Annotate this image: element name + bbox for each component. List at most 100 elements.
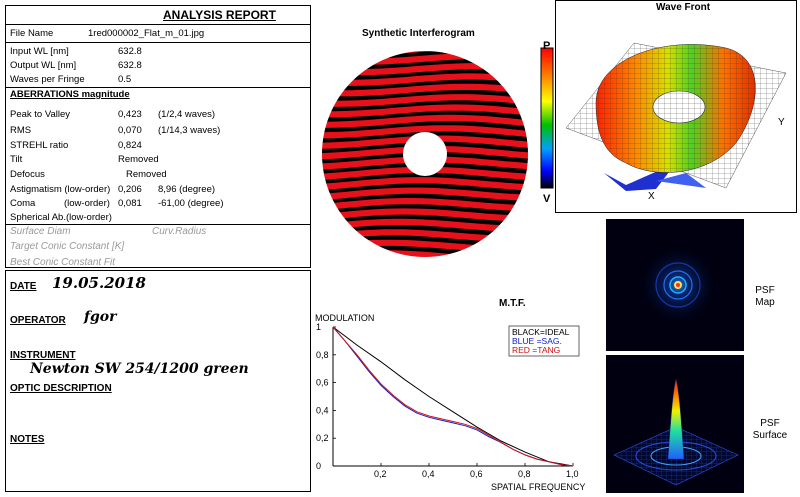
fringe-band <box>314 198 544 212</box>
fringe-band <box>314 229 545 243</box>
rms-label: RMS <box>10 125 32 136</box>
mtf-series-ideal <box>332 326 574 467</box>
fringe-band <box>314 208 545 222</box>
instrument-value: Newton SW 254/1200 green <box>30 361 249 377</box>
color-scale-bar <box>540 47 554 189</box>
mtf-x-tick-label: 1,0 <box>566 469 579 479</box>
best-conic-label: Best Conic Constant Fit <box>10 257 116 268</box>
psf-map-line1: PSF <box>755 285 775 296</box>
mtf-x-tick-label: 0,2 <box>374 469 387 479</box>
mtf-legend-entry: RED =TANG <box>512 345 560 355</box>
mtf-x-tick-label: 0,4 <box>422 469 435 479</box>
rms-value: 0,070 <box>118 125 142 136</box>
output-wl-label: Output WL [nm] <box>10 60 77 71</box>
fringe-band <box>314 114 545 128</box>
mtf-legend-box <box>508 325 580 357</box>
defocus-label: Defocus <box>10 169 45 180</box>
psf-map-line2: Map <box>755 297 775 308</box>
instrument-label: INSTRUMENT <box>10 350 76 361</box>
fringe-band <box>314 73 545 86</box>
fringe-band <box>314 166 545 181</box>
fringe-band <box>314 239 545 253</box>
fringe-band <box>314 104 545 118</box>
wavefront-axis-y: Y <box>778 117 785 128</box>
waves-per-fringe-label: Waves per Fringe <box>10 74 85 85</box>
ptv-label: Peak to Valley <box>10 109 71 120</box>
info-panel: DATE 19.05.2018 OPERATOR fgor INSTRUMENT… <box>5 270 311 492</box>
operator-value: fgor <box>84 309 117 325</box>
mtf-series-tang <box>332 326 574 467</box>
rms-waves: (1/14,3 waves) <box>158 125 221 136</box>
tilt-value: Removed <box>118 154 159 165</box>
mtf-y-tick-label: 0,6 <box>316 378 329 388</box>
notes-label: NOTES <box>10 434 45 445</box>
scale-bottom-label: V <box>543 193 551 205</box>
report-title: ANALYSIS REPORT <box>163 8 276 22</box>
strehl-label: STREHL ratio <box>10 140 69 151</box>
coma-value: 0,081 <box>118 198 142 209</box>
input-wl-value: 632.8 <box>118 46 142 57</box>
fringe-band <box>314 94 545 107</box>
fringe-band <box>314 187 545 202</box>
surface-diam-label: Surface Diam <box>10 226 71 237</box>
curv-radius-label: Curv.Radius <box>152 226 207 237</box>
mtf-legend-entry: BLUE =SAG. <box>512 336 562 346</box>
wavefront-axis-x: X <box>648 191 655 202</box>
psf-surface-label: PSF Surface <box>748 418 792 442</box>
psf-surface-line2: Surface <box>752 430 788 441</box>
interferogram-title: Synthetic Interferogram <box>362 28 475 39</box>
fringe-band <box>314 145 545 160</box>
fringe-band <box>314 52 545 65</box>
optic-description-label: OPTIC DESCRIPTION <box>10 383 112 394</box>
psf-surface-line1: PSF <box>760 418 780 429</box>
mtf-x-tick-label: 0,6 <box>470 469 483 479</box>
file-name-label: File Name <box>10 28 54 39</box>
coma-degree: -61,00 (degree) <box>158 198 224 209</box>
operator-label: OPERATOR <box>10 315 66 326</box>
date-value: 19.05.2018 <box>52 274 146 292</box>
fringe-band <box>314 125 545 139</box>
psf-surface-image <box>606 355 744 493</box>
input-wl-label: Input WL [nm] <box>10 46 69 57</box>
fringe-band <box>314 218 545 232</box>
scale-top-label: P <box>543 40 550 52</box>
ptv-value: 0,423 <box>118 109 142 120</box>
mtf-ylabel: MODULATION <box>315 313 374 323</box>
fringe-band <box>314 156 545 170</box>
mtf-y-tick-label: 0,4 <box>316 405 329 415</box>
mtf-y-tick-label: 0,8 <box>316 350 329 360</box>
analysis-report-panel: ANALYSIS REPORT File Name 1red000002_Fla… <box>5 5 311 268</box>
defocus-value: Removed <box>126 169 167 180</box>
astig-label: Astigmatism (low-order) <box>10 184 111 195</box>
mtf-xlabel: SPATIAL FREQUENCY <box>491 482 585 492</box>
fringe-band <box>314 42 545 55</box>
fringe-band <box>314 135 545 149</box>
wavefront-surface: Y X <box>565 42 787 202</box>
output-wl-value: 632.8 <box>118 60 142 71</box>
wavefront-panel: Wave Front Y X <box>555 0 797 213</box>
mtf-legend-entry: BLACK=IDEAL <box>512 327 570 337</box>
aberrations-heading: ABERRATIONS magnitude <box>10 89 130 100</box>
wavefront-title: Wave Front <box>656 2 711 13</box>
fringe-band <box>314 62 545 76</box>
tilt-label: Tilt <box>10 154 23 165</box>
date-label: DATE <box>10 281 37 292</box>
spherical-label: Spherical Ab.(low-order) <box>10 212 112 223</box>
fringe-band <box>314 83 545 97</box>
psf-map-label: PSF Map <box>750 285 780 309</box>
fringe-band <box>314 177 545 191</box>
mtf-y-tick-label: 0,2 <box>316 433 329 443</box>
coma-order: (low-order) <box>64 198 110 209</box>
ptv-waves: (1/2,4 waves) <box>158 109 216 120</box>
mtf-chart: M.T.F. MODULATION SPATIAL FREQUENCY 0 0,2… <box>315 298 585 492</box>
coma-label: Coma <box>10 198 36 209</box>
fringe-band <box>314 250 545 263</box>
mtf-y-tick-label: 0 <box>316 461 321 471</box>
mtf-x-tick-label: 0,8 <box>518 469 531 479</box>
waves-per-fringe-value: 0.5 <box>118 74 132 85</box>
file-name-value: 1red000002_Flat_m_01.jpg <box>88 28 205 39</box>
psf-map-image <box>606 219 744 351</box>
mtf-title: M.T.F. <box>499 298 526 309</box>
strehl-value: 0,824 <box>118 140 142 151</box>
astig-value: 0,206 <box>118 184 142 195</box>
